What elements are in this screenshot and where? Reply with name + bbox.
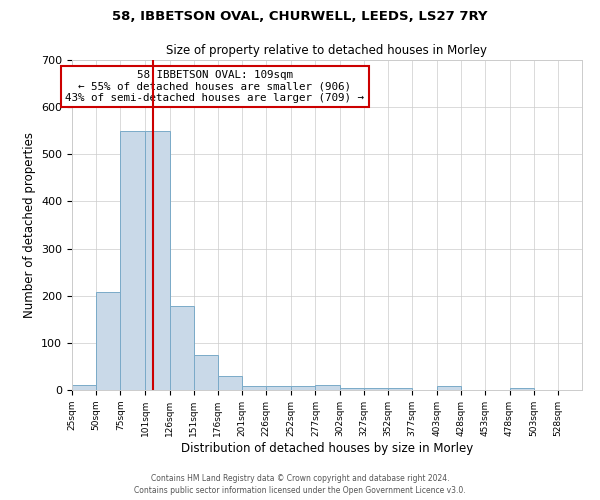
Text: Contains HM Land Registry data © Crown copyright and database right 2024.
Contai: Contains HM Land Registry data © Crown c… — [134, 474, 466, 495]
Bar — [218, 376, 242, 390]
Bar — [266, 386, 291, 390]
Bar — [291, 386, 316, 390]
Bar — [96, 292, 120, 390]
Bar — [388, 388, 412, 390]
Bar — [120, 131, 145, 390]
Bar — [437, 386, 461, 390]
Bar — [316, 386, 340, 390]
Bar — [72, 386, 96, 390]
Bar — [364, 388, 388, 390]
Text: 58 IBBETSON OVAL: 109sqm
← 55% of detached houses are smaller (906)
43% of semi-: 58 IBBETSON OVAL: 109sqm ← 55% of detach… — [65, 70, 364, 103]
Bar — [170, 306, 194, 390]
Bar — [509, 388, 534, 390]
Y-axis label: Number of detached properties: Number of detached properties — [23, 132, 35, 318]
Text: 58, IBBETSON OVAL, CHURWELL, LEEDS, LS27 7RY: 58, IBBETSON OVAL, CHURWELL, LEEDS, LS27… — [112, 10, 488, 23]
Bar — [145, 131, 170, 390]
Bar — [194, 354, 218, 390]
Bar — [340, 388, 364, 390]
Title: Size of property relative to detached houses in Morley: Size of property relative to detached ho… — [167, 44, 487, 58]
X-axis label: Distribution of detached houses by size in Morley: Distribution of detached houses by size … — [181, 442, 473, 454]
Bar — [242, 386, 266, 390]
